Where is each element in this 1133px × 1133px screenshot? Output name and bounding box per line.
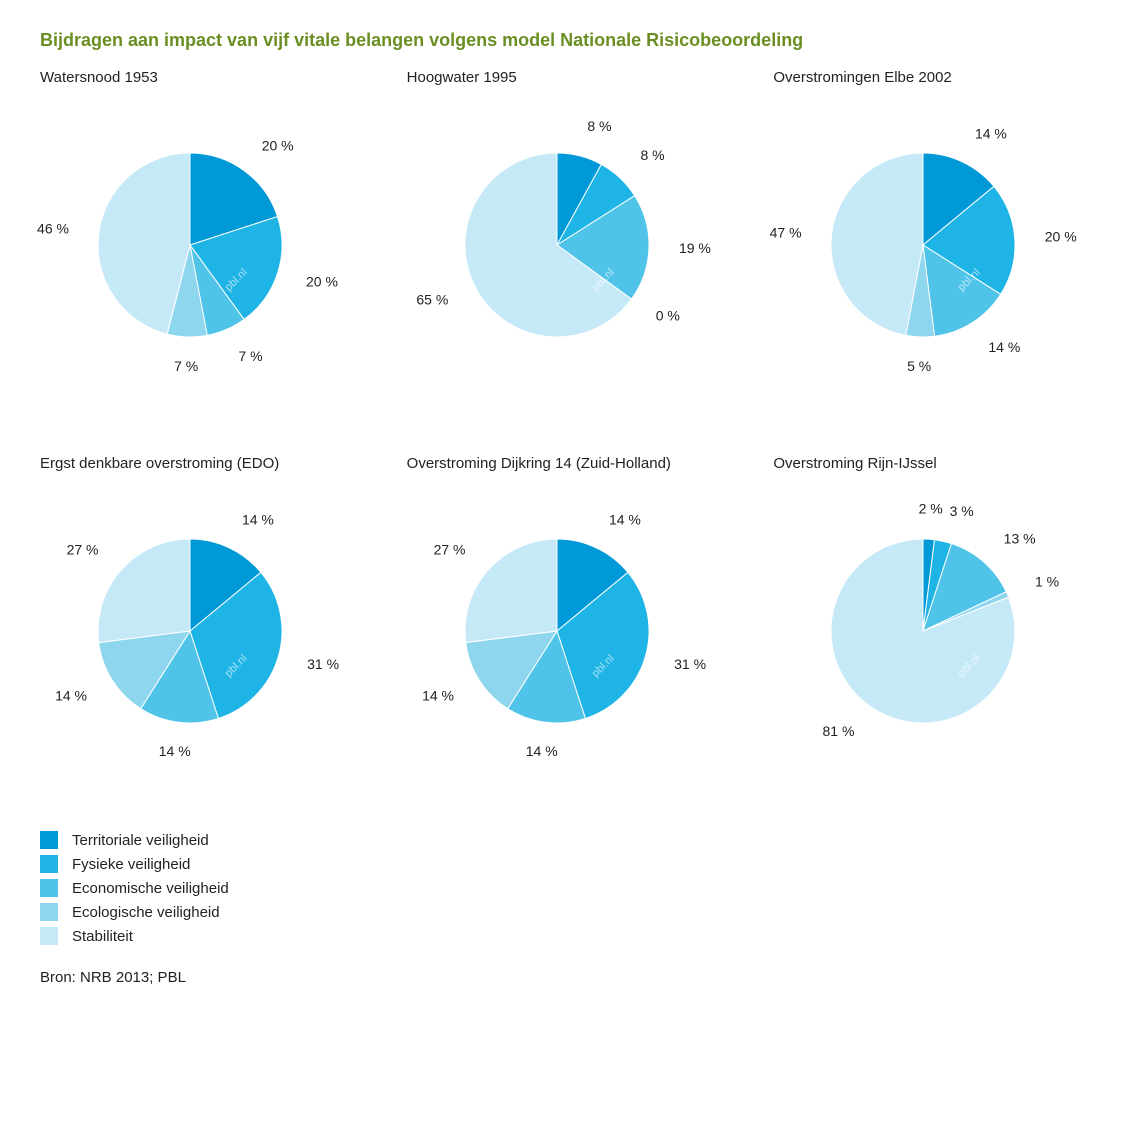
slice-label: 20 %: [1045, 228, 1077, 244]
pie-chart: pbl.nl2 %3 %13 %1 %81 %: [773, 501, 1073, 781]
legend-swatch: [40, 831, 58, 849]
pie-panel: Overstromingen Elbe 2002pbl.nl14 %20 %14…: [773, 69, 1100, 395]
pie-chart: pbl.nl14 %31 %14 %14 %27 %: [407, 501, 707, 781]
legend-swatch: [40, 855, 58, 873]
slice-label: 2 %: [919, 500, 943, 516]
slice-label: 13 %: [1004, 530, 1036, 546]
slice-label: 14 %: [242, 512, 274, 528]
panel-title: Overstroming Rijn-IJssel: [773, 455, 1100, 495]
slice-label: 27 %: [67, 541, 99, 557]
legend-item: Stabiliteit: [40, 927, 1103, 945]
slice-label: 8 %: [640, 147, 664, 163]
pie-chart: pbl.nl14 %31 %14 %14 %27 %: [40, 501, 340, 781]
pie-panel: Hoogwater 1995pbl.nl8 %8 %19 %0 %65 %: [407, 69, 734, 395]
slice-label: 81 %: [823, 723, 855, 739]
legend-swatch: [40, 879, 58, 897]
pie-chart: pbl.nl20 %20 %7 %7 %46 %: [40, 115, 340, 395]
slice-label: 20 %: [262, 137, 294, 153]
pie-slice: [98, 539, 190, 643]
slice-label: 27 %: [433, 541, 465, 557]
slice-label: 7 %: [174, 358, 198, 374]
panel-title: Watersnood 1953: [40, 69, 367, 109]
slice-label: 14 %: [159, 743, 191, 759]
pie-panel: Ergst denkbare overstroming (EDO)pbl.nl1…: [40, 455, 367, 781]
slice-label: 31 %: [307, 656, 339, 672]
pie-panel: Overstroming Rijn-IJsselpbl.nl2 %3 %13 %…: [773, 455, 1100, 781]
chart-main-title: Bijdragen aan impact van vijf vitale bel…: [40, 30, 1103, 51]
panel-title: Ergst denkbare overstroming (EDO): [40, 455, 367, 495]
slice-label: 3 %: [950, 503, 974, 519]
slice-label: 14 %: [975, 126, 1007, 142]
slice-label: 14 %: [55, 687, 87, 703]
pie-slice: [831, 153, 923, 335]
pie-panel: Overstroming Dijkring 14 (Zuid-Holland)p…: [407, 455, 734, 781]
slice-label: 1 %: [1035, 574, 1059, 590]
slice-label: 14 %: [609, 512, 641, 528]
slice-label: 46 %: [37, 221, 69, 237]
slice-label: 31 %: [674, 656, 706, 672]
slice-label: 14 %: [989, 339, 1021, 355]
pie-chart: pbl.nl14 %20 %14 %5 %47 %: [773, 115, 1073, 395]
legend-swatch: [40, 927, 58, 945]
slice-label: 7 %: [238, 348, 262, 364]
legend-item: Economische veiligheid: [40, 879, 1103, 897]
slice-label: 47 %: [770, 225, 802, 241]
slice-label: 0 %: [655, 308, 679, 324]
legend-label: Economische veiligheid: [72, 880, 229, 897]
legend-label: Territoriale veiligheid: [72, 832, 209, 849]
legend-label: Stabiliteit: [72, 928, 133, 945]
panel-title: Hoogwater 1995: [407, 69, 734, 109]
slice-label: 19 %: [679, 240, 711, 256]
slice-label: 14 %: [525, 743, 557, 759]
slice-label: 20 %: [306, 274, 338, 290]
slice-label: 65 %: [416, 291, 448, 307]
pie-chart: pbl.nl8 %8 %19 %0 %65 %: [407, 115, 707, 395]
legend-label: Fysieke veiligheid: [72, 856, 190, 873]
legend-swatch: [40, 903, 58, 921]
legend-item: Fysieke veiligheid: [40, 855, 1103, 873]
source-text: Bron: NRB 2013; PBL: [40, 969, 1103, 986]
legend-item: Ecologische veiligheid: [40, 903, 1103, 921]
slice-label: 5 %: [907, 358, 931, 374]
slice-label: 14 %: [422, 687, 454, 703]
slice-label: 8 %: [587, 118, 611, 134]
legend-label: Ecologische veiligheid: [72, 904, 220, 921]
panel-title: Overstroming Dijkring 14 (Zuid-Holland): [407, 455, 734, 495]
pie-slice: [465, 539, 557, 643]
legend-item: Territoriale veiligheid: [40, 831, 1103, 849]
panel-title: Overstromingen Elbe 2002: [773, 69, 1100, 109]
legend: Territoriale veiligheid Fysieke veilighei…: [40, 831, 1103, 945]
pie-grid: Watersnood 1953pbl.nl20 %20 %7 %7 %46 %H…: [40, 69, 1100, 781]
pie-panel: Watersnood 1953pbl.nl20 %20 %7 %7 %46 %: [40, 69, 367, 395]
